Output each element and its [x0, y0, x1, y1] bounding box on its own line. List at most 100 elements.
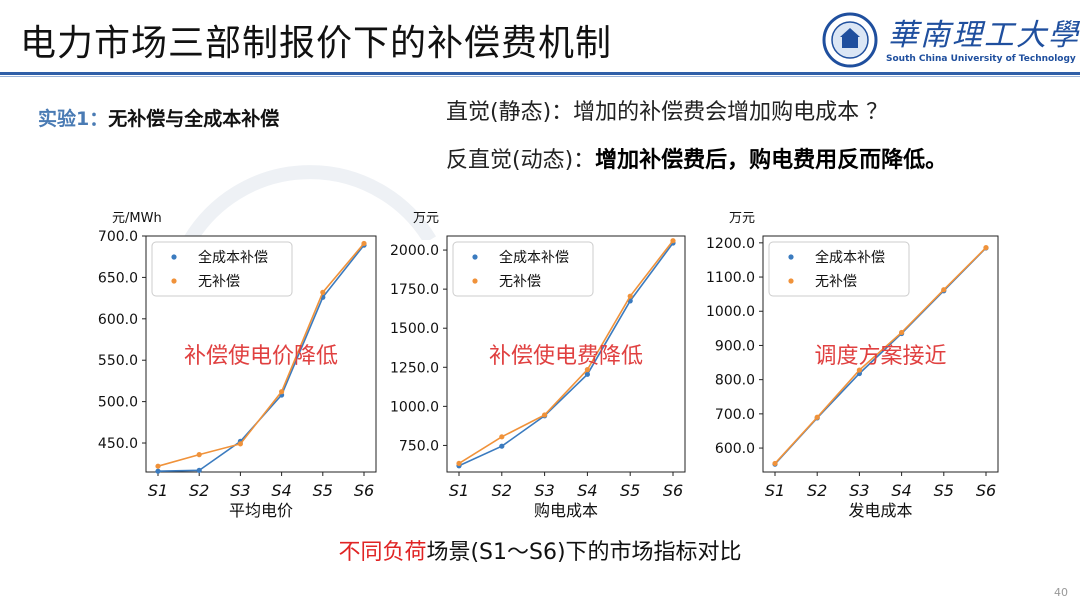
y-tick-label: 1200.0: [706, 236, 755, 252]
data-point: [456, 460, 462, 467]
legend-marker: [788, 278, 794, 284]
y-tick-label: 450.0: [98, 436, 138, 452]
legend-label: 全成本补偿: [499, 249, 569, 266]
legend-box: [452, 241, 594, 297]
legend-label: 无补偿: [815, 274, 857, 290]
y-tick-label: 1500.0: [390, 321, 439, 337]
x-tick-label: S1: [148, 481, 168, 500]
intuition-dynamic: 反直觉(动态)：增加补偿费后，购电费用反而降低。: [446, 142, 947, 174]
y-tick-label: 600.0: [98, 312, 138, 328]
x-tick-label: S3: [534, 481, 554, 500]
intuition-dynamic-text: 增加补偿费后，购电费用反而降低。: [595, 148, 948, 173]
legend-box: [151, 241, 293, 297]
x-tick-label: S4: [271, 481, 291, 500]
y-tick-label: 900.0: [715, 338, 755, 354]
legend-marker: [171, 278, 177, 284]
data-point: [814, 414, 820, 420]
legend-label: 全成本补偿: [815, 249, 885, 266]
y-tick-label: 650.0: [98, 270, 138, 286]
data-point: [584, 371, 591, 377]
logo-text-cn: 華南理工大學: [888, 18, 1080, 53]
header-rule: [0, 72, 1080, 75]
legend-marker: [472, 278, 478, 284]
data-point: [499, 434, 505, 440]
x-tick-label: S5: [620, 481, 640, 500]
data-point: [155, 468, 161, 474]
data-point: [584, 367, 591, 373]
data-point: [499, 443, 505, 449]
intuition-dynamic-prefix: 反直觉(动态)：: [446, 148, 596, 173]
data-point: [627, 293, 633, 299]
chart-2: 万元 750.0 1000.0 1250.0 1500.0 1750.0 2000.0 S1 S…: [390, 211, 686, 520]
x-axis-label: 购电成本: [534, 501, 598, 520]
y-tick-label: 600.0: [715, 441, 755, 457]
x-axis-label: 平均电价: [229, 501, 293, 520]
chart-annotation: 补偿使电费降低: [489, 344, 643, 369]
legend-label: 无补偿: [499, 274, 541, 290]
x-tick-label: S4: [577, 481, 597, 500]
x-tick-label: S5: [313, 481, 333, 500]
y-tick-label: 550.0: [98, 353, 138, 369]
experiment-prefix: 实验1：: [38, 108, 109, 130]
x-tick-label: S2: [189, 481, 209, 500]
data-point: [237, 441, 243, 447]
x-tick-label: S5: [934, 481, 954, 500]
legend-marker: [171, 254, 177, 260]
data-point: [899, 329, 905, 336]
chart-1: 元/MWh 450.0 500.0 550.0 600.0 650.0 700.0 S1 S2 S…: [98, 211, 377, 520]
data-point: [196, 452, 202, 458]
experiment-label: 实验1：无补偿与全成本补偿: [38, 104, 279, 131]
data-point: [670, 238, 676, 244]
x-tick-label: S6: [976, 481, 996, 500]
series-line: [458, 240, 674, 465]
x-axis-label: 发电成本: [848, 501, 912, 520]
y-tick-label: 800.0: [715, 373, 755, 389]
caption-highlight: 不同负荷: [338, 540, 427, 565]
university-logo: [822, 12, 878, 68]
logo-text-en: South China University of Technology: [886, 54, 1076, 64]
x-tick-label: S6: [663, 481, 683, 500]
data-point: [941, 287, 947, 293]
legend-marker: [788, 254, 794, 260]
y-tick-label: 500.0: [98, 395, 138, 411]
y-tick-label: 2000.0: [390, 243, 439, 259]
y-tick-label: 1250.0: [390, 360, 439, 376]
page-title: 电力市场三部制报价下的补偿费机制: [20, 23, 613, 64]
x-tick-label: S2: [807, 481, 827, 500]
data-point: [542, 412, 548, 418]
x-tick-label: S1: [449, 481, 469, 500]
x-tick-label: S6: [354, 481, 374, 500]
series-line: [157, 242, 365, 467]
x-tick-label: S3: [849, 481, 869, 500]
chart-annotation: 补偿使电价降低: [184, 344, 338, 369]
x-tick-label: S1: [765, 481, 785, 500]
figure-caption: 不同负荷场景(S1～S6)下的市场指标对比: [0, 534, 1080, 566]
data-point: [856, 367, 863, 373]
x-tick-label: S4: [891, 481, 911, 500]
y-tick-label: 1750.0: [390, 282, 439, 298]
page-number: 40: [1054, 586, 1068, 599]
series-line: [774, 247, 987, 464]
series-line: [458, 242, 674, 467]
y-tick-label: 1000.0: [390, 399, 439, 415]
legend-marker: [472, 254, 478, 260]
intuition-static: 直觉(静态)：增加的补偿费会增加购电成本 ？: [446, 100, 889, 125]
y-tick-label: 750.0: [399, 438, 439, 454]
y-tick-label: 1000.0: [706, 304, 755, 320]
data-point: [983, 245, 989, 251]
axis-unit-label: 元/MWh: [112, 211, 162, 226]
watermark-seal-icon: [184, 165, 436, 240]
axis-unit-label: 万元: [729, 211, 755, 226]
header-rule-thin: [0, 76, 1080, 77]
data-point: [320, 289, 326, 295]
chart-3: 万元 600.0 700.0 800.0 900.0 1000.0 1100.0 1200.0…: [706, 211, 999, 520]
y-tick-label: 1100.0: [706, 270, 755, 286]
data-point: [361, 240, 367, 247]
data-point: [772, 460, 778, 467]
legend-label: 无补偿: [198, 274, 240, 290]
data-point: [279, 389, 285, 395]
y-tick-label: 700.0: [98, 229, 138, 245]
